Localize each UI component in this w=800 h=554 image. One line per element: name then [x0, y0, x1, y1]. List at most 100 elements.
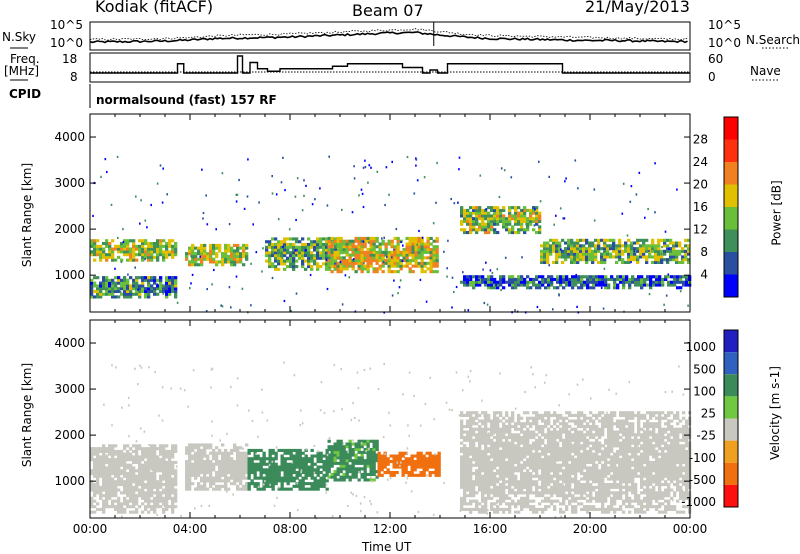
power-cell [460, 219, 464, 223]
velocity-cell [595, 447, 599, 451]
velocity-cell [487, 436, 491, 440]
power-cell [239, 252, 243, 256]
velocity-cell [345, 464, 349, 468]
velocity-cell [165, 494, 169, 498]
velocity-cell [410, 471, 414, 475]
power-cell [271, 245, 275, 249]
velocity-cell [505, 485, 509, 489]
power-cell [472, 222, 476, 226]
velocity-cell [466, 438, 470, 442]
velocity-cell [298, 468, 302, 472]
power-speck [548, 175, 550, 178]
velocity-cell [502, 494, 506, 498]
power-speck [665, 294, 668, 297]
power-cell [585, 241, 589, 245]
velocity-cell [262, 451, 266, 455]
power-cell [580, 286, 584, 290]
velocity-cell [520, 491, 524, 495]
power-cell [564, 247, 568, 251]
velocity-cell [514, 455, 518, 459]
power-cell [159, 284, 163, 288]
power-cell [603, 247, 607, 251]
power-cell [559, 280, 563, 284]
velocity-cell [478, 502, 482, 506]
power-cell [603, 252, 607, 256]
velocity-cell [526, 458, 530, 462]
velocity-cell [188, 446, 192, 450]
velocity-cell [372, 445, 376, 449]
power-cell [642, 247, 646, 251]
power-cell [316, 242, 320, 246]
velocity-cell [562, 438, 566, 442]
velocity-cell [188, 471, 192, 475]
velocity-cell [499, 474, 503, 478]
power-cell [597, 241, 601, 245]
power-cell [541, 277, 545, 281]
velocity-cell [236, 454, 240, 458]
power-cell [463, 208, 467, 212]
velocity-cell [262, 468, 266, 472]
power-cell [396, 242, 400, 246]
power-cell [224, 252, 228, 256]
power-cell [417, 242, 421, 246]
power-cell [538, 228, 542, 232]
power-speck [647, 207, 649, 211]
power-cell [561, 255, 565, 259]
power-cell [543, 255, 547, 259]
velocity-cell [135, 496, 139, 500]
power-cell [426, 236, 430, 240]
power-cell [571, 277, 575, 281]
power-speck [386, 256, 388, 259]
velocity-cell [354, 461, 358, 465]
velocity-cell [517, 449, 521, 453]
velocity-cell [191, 465, 195, 469]
velocity-cell [523, 505, 527, 509]
velocity-cell [562, 485, 566, 489]
power-cell [612, 247, 616, 251]
power-cell [102, 255, 106, 259]
velocity-cell [434, 468, 438, 472]
power-cell [96, 284, 100, 288]
power-cell [550, 280, 554, 284]
power-cell [609, 247, 613, 251]
velocity-cell [580, 419, 584, 423]
velocity-cell [592, 488, 596, 492]
velocity-cell [538, 427, 542, 431]
power-cell [242, 252, 246, 256]
velocity-cell [463, 483, 467, 487]
power-cell [435, 239, 439, 243]
power-cell [568, 280, 572, 284]
power-cell [366, 256, 370, 260]
velocity-cell [532, 507, 536, 511]
velocity-cell [90, 449, 94, 453]
power-cell [496, 214, 500, 218]
power-cell [147, 281, 151, 285]
velocity-cell [93, 469, 97, 473]
velocity-cell [535, 472, 539, 476]
power-cell [586, 275, 590, 279]
velocity-cell [336, 467, 340, 471]
velocity-cell [289, 468, 293, 472]
velocity-cell [478, 436, 482, 440]
power-cell [475, 283, 479, 287]
velocity-cell [484, 425, 488, 429]
power-cell [111, 255, 115, 259]
power-speck [565, 177, 567, 180]
power-cell [153, 289, 157, 293]
power-cell [517, 231, 521, 235]
power-cell [150, 287, 154, 291]
velocity-cell [316, 479, 320, 483]
velocity-cell [159, 496, 163, 500]
velocity-cell [481, 436, 485, 440]
velocity-cell [280, 448, 284, 452]
power-cell [460, 211, 464, 215]
power-speck [202, 217, 204, 220]
velocity-cell [277, 487, 281, 491]
velocity-cell [511, 472, 515, 476]
power-cell [432, 270, 436, 274]
velocity-cell [389, 454, 393, 458]
velocity-cell [93, 460, 97, 464]
velocity-cell [598, 449, 602, 453]
velocity-cell [327, 453, 331, 457]
velocity-cell [425, 451, 429, 455]
